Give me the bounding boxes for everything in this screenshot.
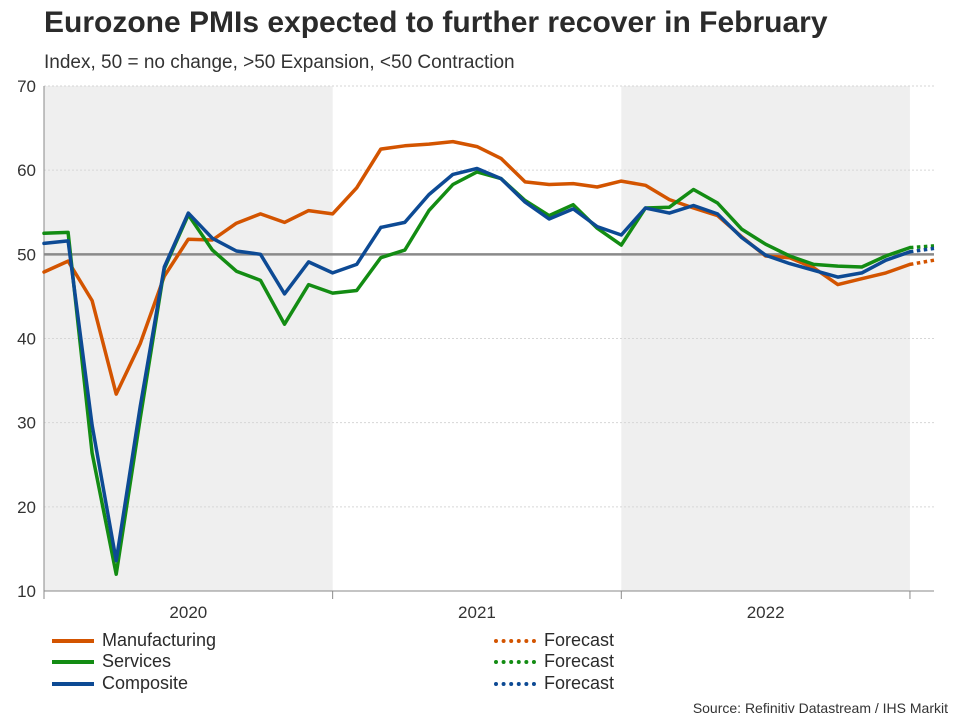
y-tick-label-40: 40 (17, 330, 36, 349)
series-line-composite (42, 166, 912, 563)
y-tick-label-70: 70 (17, 77, 36, 96)
forecast-line-manufacturing (909, 258, 935, 267)
source-note: Source: Refinitiv Datastream / IHS Marki… (692, 700, 948, 716)
x-tick-label-2020: 2020 (169, 603, 207, 622)
chart-title: Eurozone PMIs expected to further recove… (44, 6, 828, 39)
chart-subtitle: Index, 50 = no change, >50 Expansion, <5… (44, 52, 515, 73)
x-tick-label-2022: 2022 (747, 603, 785, 622)
y-tick-label-20: 20 (17, 498, 36, 517)
y-tick-label-10: 10 (17, 582, 36, 601)
y-tick-label-50: 50 (17, 245, 36, 264)
forecast-line-composite (909, 246, 935, 254)
y-tick-label-60: 60 (17, 161, 36, 180)
forecast-line-services (909, 244, 935, 250)
x-tick-label-2021: 2021 (458, 603, 496, 622)
y-tick-label-30: 30 (17, 414, 36, 433)
